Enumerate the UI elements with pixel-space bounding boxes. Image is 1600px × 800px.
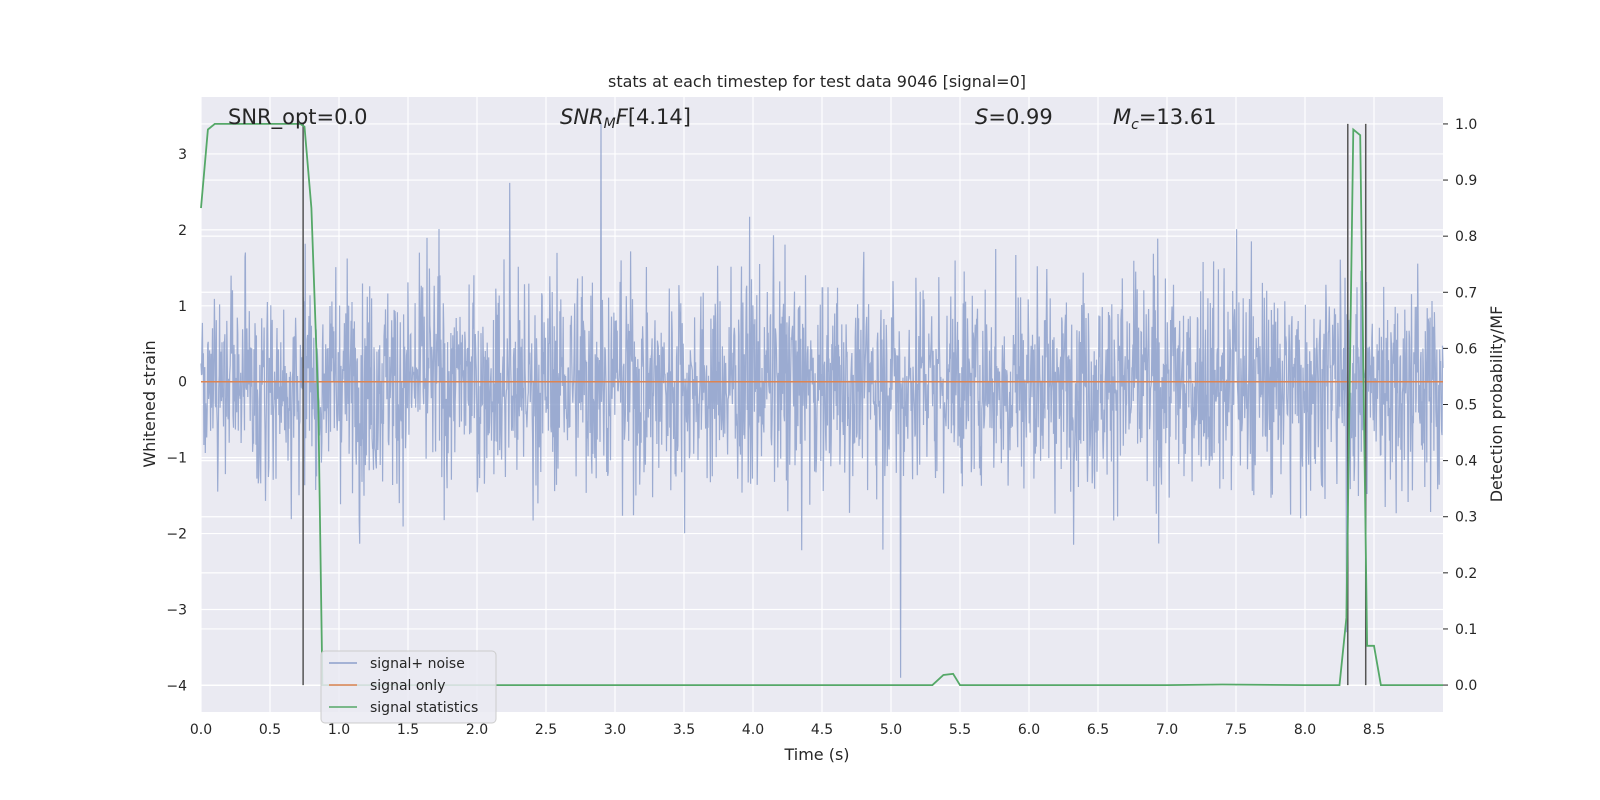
y-tick-label-right: 0.9: [1455, 173, 1477, 189]
signal-noise-series: [200, 123, 1444, 678]
y-axis-label-right: Detection probability/MF: [1487, 306, 1506, 503]
annotation-s: S=0.99: [975, 105, 1053, 129]
x-tick-label: 3.5: [673, 722, 695, 738]
annotation-mc-value: =13.61: [1139, 105, 1217, 129]
signal-noise-line: [200, 123, 1444, 678]
left-tick-labels: 3 2 1 0 −1 −2 −3 −4: [166, 147, 187, 694]
legend: signal+ noise signal only signal statist…: [320, 650, 497, 724]
x-tick-label: 7.0: [1156, 722, 1178, 738]
y-tick-label-right: 0.0: [1455, 678, 1477, 694]
annotation-mc: Mc=13.61: [1113, 105, 1217, 133]
y-tick-label: 3: [178, 147, 187, 163]
y-axis-label: Whitened strain: [140, 340, 159, 467]
x-tick-label: 8.5: [1363, 722, 1385, 738]
y-tick-label: −3: [166, 603, 187, 619]
x-tick-label: 4.0: [742, 722, 764, 738]
x-tick-label: 6.0: [1018, 722, 1040, 738]
y-tick-label-right: 0.5: [1455, 398, 1477, 414]
x-tick-label: 0.0: [190, 722, 212, 738]
x-tick-label: 4.5: [811, 722, 833, 738]
y-tick-label-right: 0.3: [1455, 510, 1477, 526]
x-tick-label: 5.5: [949, 722, 971, 738]
x-tick-label: 2.5: [535, 722, 557, 738]
y-tick-label: −4: [166, 678, 187, 694]
y-tick-label-right: 0.1: [1455, 622, 1477, 638]
annotation-snr-opt: SNR_opt=0.0: [228, 105, 368, 130]
x-tick-label: 1.0: [328, 722, 350, 738]
y-tick-label: 0: [178, 375, 187, 391]
x-tick-labels: 0.0 0.5 1.0 1.5 2.0 2.5 3.0 3.5 4.0 4.5 5.0 5.5 6.0 6…: [190, 722, 1385, 738]
signal-statistics-series: [200, 123, 1443, 686]
y-tick-label-right: 1.0: [1455, 117, 1477, 133]
annotation-snr-mf-value: [4.14]: [628, 105, 691, 129]
annotation-snr-mf: SNRMF[4.14]: [560, 105, 691, 132]
x-tick-label: 7.5: [1225, 722, 1247, 738]
x-axis-label: Time (s): [783, 745, 849, 764]
x-tick-label: 5.0: [880, 722, 902, 738]
x-tick-label: 2.0: [466, 722, 488, 738]
signal-statistics-line: [200, 123, 1443, 686]
x-tick-label: 0.5: [259, 722, 281, 738]
y-tick-label-right: 0.4: [1455, 454, 1477, 470]
legend-box: [320, 650, 497, 724]
legend-label-signal: signal only: [370, 678, 445, 694]
legend-label-noise: signal+ noise: [370, 656, 465, 672]
legend-label-stats: signal statistics: [370, 700, 478, 716]
x-tick-label: 6.5: [1087, 722, 1109, 738]
annotation-s-value: =0.99: [988, 105, 1052, 129]
x-tick-label: 8.0: [1294, 722, 1316, 738]
chart-title: stats at each timestep for test data 904…: [608, 72, 1026, 91]
y-tick-label-right: 0.8: [1455, 229, 1477, 245]
x-tick-label: 1.5: [397, 722, 419, 738]
y-tick-label-right: 0.6: [1455, 341, 1477, 357]
y-tick-label: 2: [178, 223, 187, 239]
right-tick-labels: 1.0 0.9 0.8 0.7 0.6 0.5 0.4 0.3 0.2 0.1 0.0: [1443, 117, 1477, 694]
x-tick-label: 3.0: [604, 722, 626, 738]
y-tick-label: −2: [166, 527, 187, 543]
y-tick-label: 1: [178, 299, 187, 315]
y-tick-label: −1: [166, 451, 187, 467]
y-tick-label-right: 0.2: [1455, 566, 1477, 582]
y-tick-label-right: 0.7: [1455, 285, 1477, 301]
